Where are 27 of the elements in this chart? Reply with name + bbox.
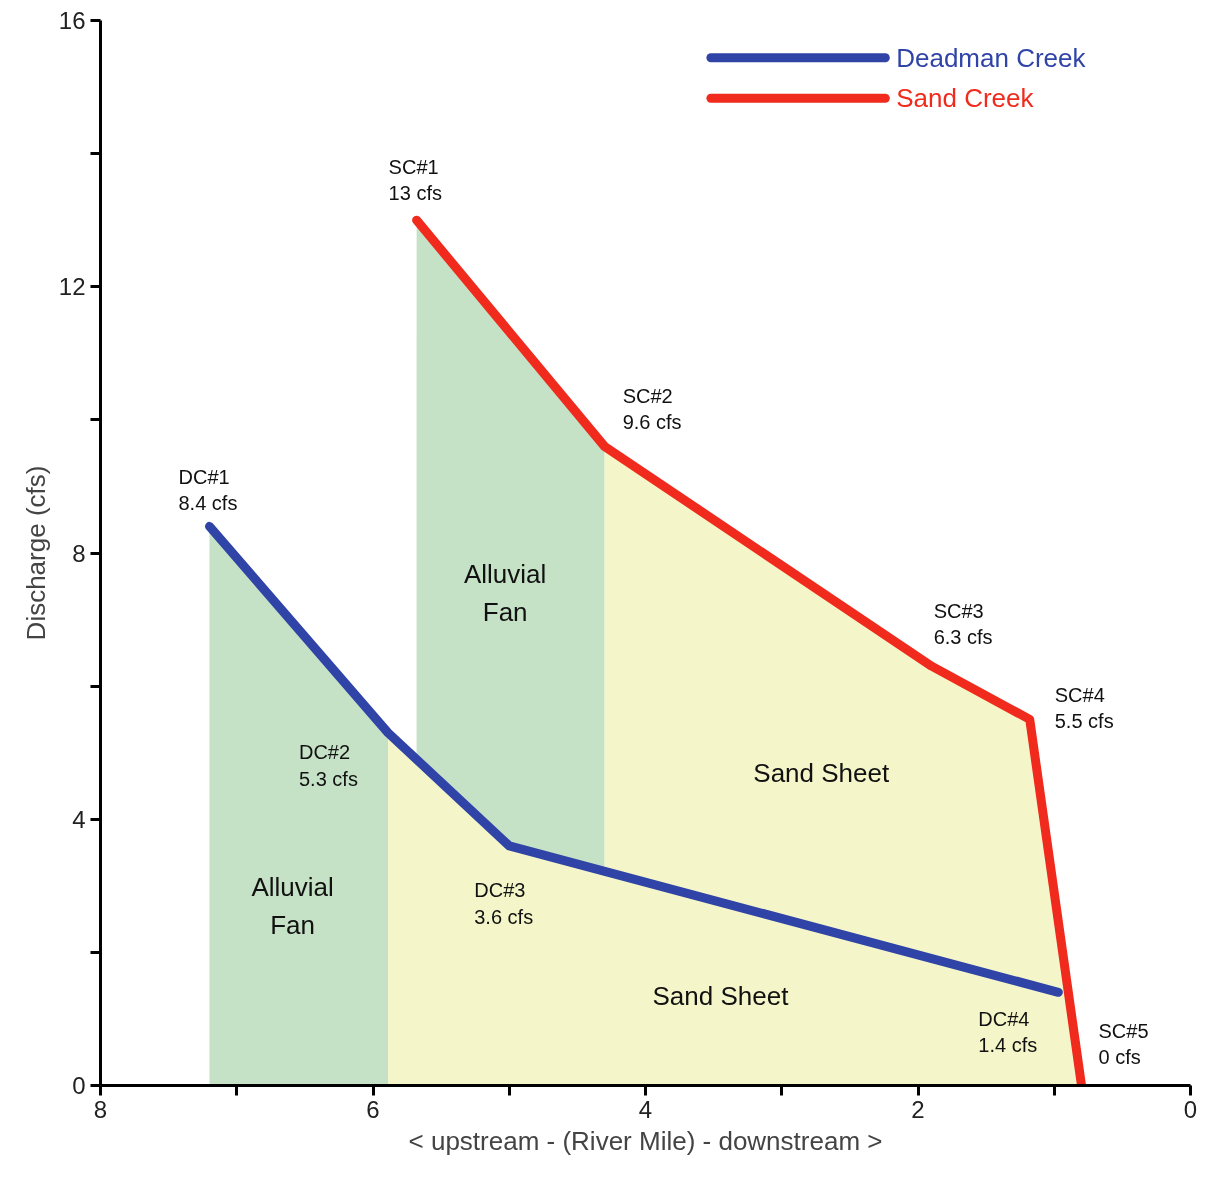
y-tick-label: 8 [72, 539, 86, 567]
x-tick-label: 2 [911, 1095, 925, 1123]
data-label: SC#2 9.6 cfs [622, 385, 682, 434]
data-label: SC#1 13 cfs [388, 155, 442, 205]
x-axis-title: < upstream - (River Mile) - downstream > [408, 1125, 883, 1156]
x-tick-label: 8 [93, 1095, 108, 1123]
annotation: Sand Sheet [652, 980, 790, 1011]
data-label: DC#4 1.4 cfs [978, 1007, 1038, 1057]
data-label: SC#4 5.5 cfs [1054, 684, 1114, 733]
data-label: SC#3 6.3 cfs [933, 599, 993, 649]
y-tick-label: 16 [58, 7, 86, 34]
x-tick-label: 0 [1183, 1095, 1198, 1123]
y-tick-label: 4 [72, 805, 86, 833]
annotation: Sand Sheet [753, 757, 890, 788]
y-tick-label: 12 [58, 273, 86, 301]
text: Sand Creek [896, 83, 1035, 114]
annotation: Alluvial Fan [251, 872, 334, 940]
y-axis-title: Discharge (cfs) [20, 465, 51, 641]
data-label: DC#2 5.3 cfs [298, 741, 358, 790]
data-label: DC#1 8.4 cfs [178, 465, 238, 515]
x-tick-label: 4 [638, 1095, 653, 1123]
text: Deadman Creek [896, 42, 1087, 73]
x-tick-label: 6 [366, 1095, 380, 1123]
annotation: Alluvial Fan [463, 559, 547, 627]
data-label: SC#5 0 cfs [1098, 1020, 1149, 1069]
y-tick-label: 0 [72, 1072, 86, 1099]
data-label: DC#3 3.6 cfs [474, 879, 534, 928]
